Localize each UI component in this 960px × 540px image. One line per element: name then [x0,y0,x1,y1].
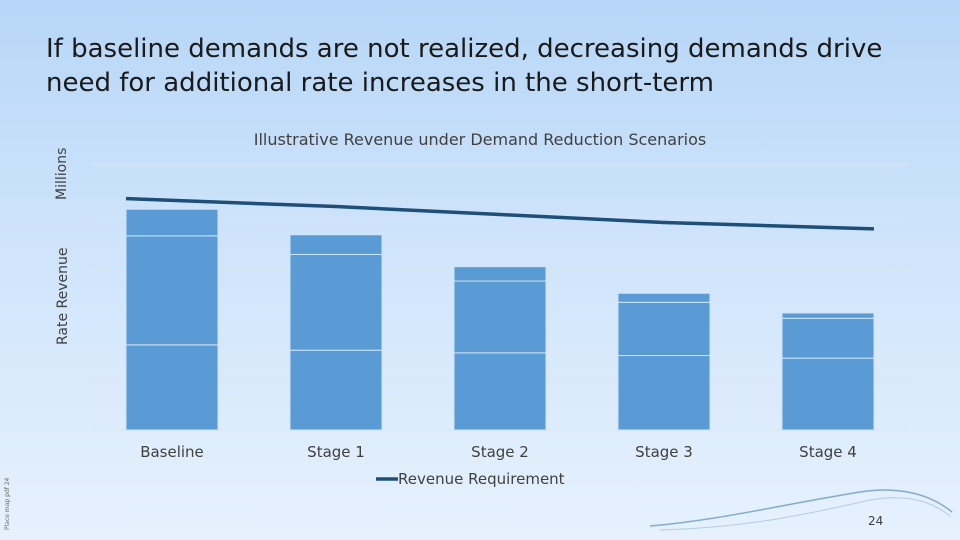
x-tick-label: Stage 4 [799,443,857,461]
swoosh-decoration-2 [659,497,951,531]
legend: Revenue Requirement [376,470,565,488]
legend-label: Revenue Requirement [398,470,565,488]
bar-segment [289,349,383,431]
bar-segment [453,266,547,282]
bars [125,208,875,431]
bar-segment [617,355,711,431]
bar-segment [617,292,711,303]
x-tick-label: Stage 3 [635,443,693,461]
bar-segment [453,280,547,354]
page-number: 24 [868,514,884,528]
bar-segment [125,235,219,346]
bar-segment [617,301,711,357]
revenue-requirement-line [125,196,875,231]
bar-segment [781,312,875,319]
bar-segment [289,253,383,351]
bar-segment [781,317,875,359]
bar-segment [289,234,383,255]
bar-segment [125,344,219,431]
bar-segment [453,352,547,431]
swoosh-decoration [649,489,953,527]
chart-title: Illustrative Revenue under Demand Reduct… [253,130,707,149]
x-axis-tick-labels: Baseline Stage 1 Stage 2 Stage 3 Stage 4 [140,443,857,461]
x-tick-label: Baseline [140,443,204,461]
footer-note: Place map pdf 24 [4,477,11,530]
x-tick-label: Stage 1 [307,443,365,461]
revenue-requirement-series [125,196,875,231]
x-tick-label: Stage 2 [471,443,529,461]
slide-title: If baseline demands are not realized, de… [46,34,883,98]
bar-segment [125,208,219,237]
bar-segment [781,357,875,431]
